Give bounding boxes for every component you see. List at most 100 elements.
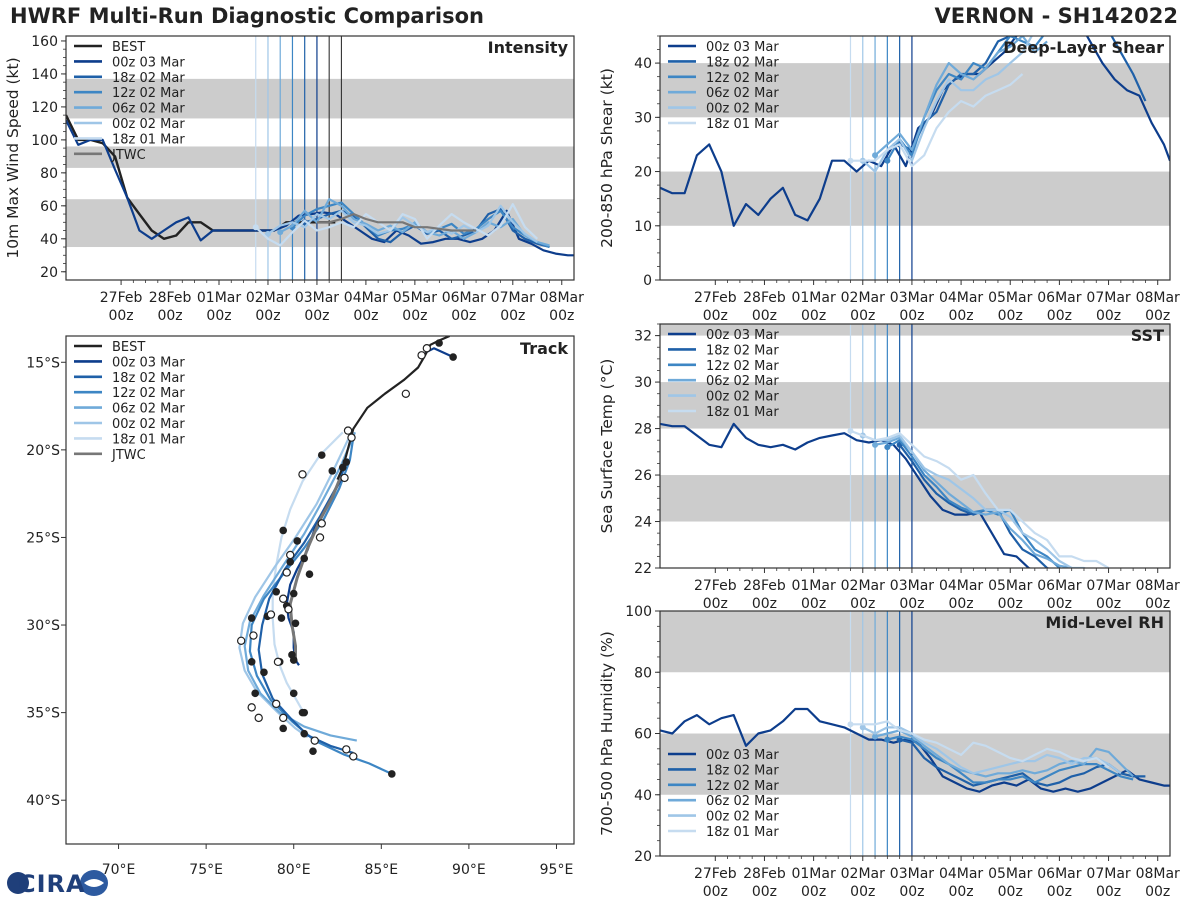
rh-ytick-label: 100 [625,604,652,620]
intensity-legend-label: 18z 02 Mar [112,71,185,86]
sst-xtick-date: 07Mar [1086,578,1130,594]
shear-init-marker-5 [847,157,854,164]
rh-title: Mid-Level RH [1045,613,1164,632]
shear-xtick-date: 01Mar [791,290,835,306]
rh-xtick-date: 08Mar [1136,866,1180,882]
sst-legend-label: 18z 01 Mar [706,405,779,420]
sst-title: SST [1131,326,1164,345]
track-marker-filled [342,458,351,466]
track-marker-open [236,636,246,646]
track-xtick-label: 80°E [277,862,311,878]
shear-xtick-date: 06Mar [1037,290,1081,306]
track-marker-open [284,605,293,614]
shear-ylabel: 200-850 hPa Shear (kt) [598,68,616,248]
track-legend-label: JTWC [111,448,146,463]
track-marker-open [266,610,276,619]
rh-xtick-date: 01Mar [791,866,835,882]
shear-ytick-label: 10 [634,219,652,235]
rh-xtick-hour: 00z [899,884,924,900]
shear-band-0 [660,171,1170,226]
intensity-frame [65,35,575,281]
track-line-best [336,336,451,481]
logo-text: CIRA [18,870,86,898]
sst-legend-label: 00z 02 Mar [706,390,779,405]
rh-xtick-hour: 00z [850,884,875,900]
shear-ytick-label: 20 [634,165,652,181]
intensity-xtick-hour: 00z [255,308,280,324]
shear-legend-label: 06z 02 Mar [706,86,779,101]
track-marker-filled [300,729,309,738]
shear-title: Deep-Layer Shear [1003,38,1164,57]
track-marker-open [347,433,356,442]
intensity-init-marker-6 [252,224,259,231]
rh-xtick-hour: 00z [1096,884,1121,900]
sst-panel: 22 24 26 28 30 32 27Feb 00z 28Feb 00z 01Mar 00z 02Ma… [598,323,1180,612]
rh-series-12z-02-mar [887,735,1134,784]
shear-band-1 [660,63,1170,118]
sst-xtick-date: 03Mar [890,578,934,594]
rh-series-00z-03-mar [660,707,1170,793]
track-ytick-label: 20°S [26,443,60,459]
sst-legend-label: 00z 03 Mar [706,328,779,343]
sst-ytick-label: 30 [634,375,652,391]
shear-legend-label: 00z 02 Mar [706,102,779,117]
track-marker-open [279,713,288,723]
intensity-init-marker-5 [264,230,271,237]
intensity-xtick-hour: 00z [549,308,574,324]
track-marker-open [349,752,358,761]
rh-legend-label: 06z 02 Mar [706,794,779,809]
sst-legend-label: 06z 02 Mar [706,374,779,389]
track-marker-open [247,703,256,712]
track-ytick-label: 35°S [26,706,60,722]
shear-init-marker-2 [884,157,891,164]
rh-init-marker-3 [872,733,879,740]
track-marker-open [422,344,432,353]
intensity-series-group [66,114,574,257]
sst-ytick-label: 26 [634,468,652,484]
track-marker-open [282,568,291,577]
rh-series-group [660,707,1170,793]
shear-legend-label: 18z 01 Mar [706,117,779,132]
track-line-jtwc [288,475,343,661]
track-line-12z-02-mar [248,437,393,775]
rh-init-marker-5 [847,721,854,728]
sst-legend-label: 12z 02 Mar [706,359,779,374]
track-marker-open [279,594,288,603]
sst-xtick-hour: 00z [1096,596,1121,612]
intensity-legend-label: 00z 03 Mar [112,55,185,70]
sst-xtick-hour: 00z [850,596,875,612]
intensity-ytick-label: 40 [40,232,58,248]
intensity-title: Intensity [488,38,569,57]
sst-band-2 [660,324,1170,336]
track-marker-filled [251,689,259,698]
track-marker-open [401,389,411,399]
shear-series-06z-02-mar [874,36,1048,157]
shear-ytick-label: 30 [634,110,652,126]
rh-legend-label: 18z 02 Mar [706,763,779,778]
rh-init-marker-2 [884,736,891,743]
track-ytick-label: 25°S [26,530,60,546]
sst-xtick-date: 06Mar [1037,578,1081,594]
intensity-ytick-label: 20 [40,265,58,281]
shear-panel: 0 10 20 30 40 27Feb 00z 28Feb 00z 01Mar 00z 02Mar 00… [598,35,1180,324]
intensity-xtick-date: 28Feb [149,290,192,306]
sst-legend-label: 18z 02 Mar [706,343,779,358]
rh-xtick-hour: 00z [998,884,1023,900]
track-marker-open [310,736,319,745]
rh-xtick-date: 28Feb [743,866,786,882]
shear-ytick-label: 0 [643,273,652,289]
shear-xtick-hour: 00z [850,308,875,324]
track-marker-open [343,426,353,435]
rh-xtick-hour: 00z [752,884,777,900]
rh-xtick-date: 07Mar [1086,866,1130,882]
shear-xtick-hour: 00z [948,308,973,324]
rh-xtick-date: 05Mar [988,866,1032,882]
track-marker-open [298,470,307,479]
shear-ytick-label: 40 [634,56,652,72]
track-legend-label: 18z 02 Mar [112,371,185,386]
intensity-series-jtwc [316,213,477,232]
track-legend-label: 06z 02 Mar [112,402,185,417]
rh-ytick-label: 20 [634,849,652,865]
sst-frame [659,323,1171,569]
sst-ytick-label: 24 [634,515,652,531]
